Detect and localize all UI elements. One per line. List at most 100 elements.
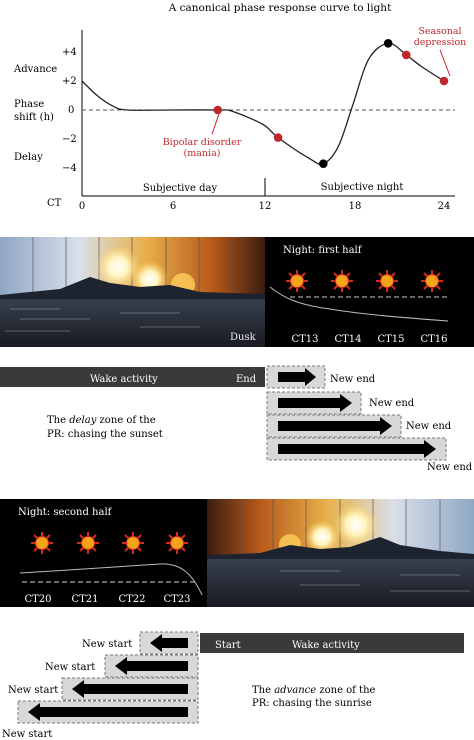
arrow-left-icon bbox=[72, 680, 188, 698]
arrow-right-icon bbox=[278, 394, 352, 412]
delay-caption-line1: The delay zone of the bbox=[47, 415, 156, 426]
arrow-right-icon bbox=[278, 440, 436, 458]
night-first-half-label: Night: first half bbox=[283, 245, 363, 256]
mountains bbox=[0, 277, 265, 299]
new-end-label-4: New end bbox=[427, 462, 473, 473]
label-delay: Delay bbox=[14, 152, 43, 163]
wake-activity-bar bbox=[200, 633, 464, 653]
wake-activity-label: Wake activity bbox=[90, 374, 158, 385]
new-start-label-2: New start bbox=[45, 662, 95, 673]
subjective-night-label: Subjective night bbox=[321, 182, 404, 193]
start-label: Start bbox=[215, 640, 241, 651]
arrow-left-icon bbox=[115, 657, 188, 675]
prc-point-1 bbox=[213, 105, 223, 115]
x-tick-labels: 0 6 12 18 24 bbox=[79, 201, 451, 212]
x-tick-12: 12 bbox=[259, 201, 272, 212]
y-tick-zero: 0 bbox=[68, 105, 74, 116]
light-pulse-icon bbox=[77, 532, 99, 554]
arrow-right-icon bbox=[278, 368, 316, 386]
x-tick-18: 18 bbox=[349, 201, 362, 212]
arrow-left-icon bbox=[28, 703, 188, 721]
x-tick-24: 24 bbox=[438, 201, 451, 212]
prc-point-5 bbox=[401, 50, 411, 60]
sunrise-panel: Night: second half CT20 CT21 CT22 CT23 bbox=[0, 499, 474, 607]
night-second-half-label: Night: second half bbox=[18, 507, 113, 518]
bipolar-pointer bbox=[211, 113, 220, 135]
light-pulse-icon bbox=[122, 532, 144, 554]
light-pulse-icon bbox=[166, 532, 188, 554]
light-pulse-icon bbox=[421, 270, 443, 292]
delay-arrows bbox=[266, 365, 447, 461]
sun-glow-2 bbox=[305, 520, 339, 554]
seasonal-pointer bbox=[439, 49, 451, 77]
prc-curve-mini bbox=[19, 563, 203, 596]
light-pulses-second bbox=[31, 532, 188, 554]
water-reflections bbox=[5, 308, 200, 332]
ct14-label: CT14 bbox=[334, 334, 361, 345]
sun-glow-1 bbox=[334, 503, 378, 547]
ct22-label: CT22 bbox=[118, 594, 145, 605]
advance-step-1 bbox=[139, 631, 199, 655]
light-pulse-icon bbox=[331, 270, 353, 292]
label-shift: shift (h) bbox=[14, 112, 54, 123]
end-label: End bbox=[236, 374, 257, 385]
sun-glow-1 bbox=[96, 245, 140, 289]
seasonal-label-line1: Seasonal bbox=[418, 26, 461, 37]
advance-step-3 bbox=[61, 677, 199, 701]
new-start-label-4: New start bbox=[2, 729, 52, 740]
light-pulse-icon bbox=[376, 270, 398, 292]
ct16-label: CT16 bbox=[420, 334, 447, 345]
y-tick-minus2: −2 bbox=[62, 134, 77, 145]
x-tick-6: 6 bbox=[170, 201, 176, 212]
y-tick-minus4: −4 bbox=[62, 163, 77, 174]
prc-curve bbox=[81, 42, 445, 165]
delay-zone: Wake activity End New end New end New en… bbox=[0, 365, 473, 473]
new-end-label-2: New end bbox=[369, 398, 415, 409]
new-end-label-3: New end bbox=[406, 421, 452, 432]
ct13-label: CT13 bbox=[291, 334, 318, 345]
dusk-label: Dusk bbox=[230, 332, 257, 343]
bipolar-label-line2: (mania) bbox=[184, 148, 221, 159]
label-advance: Advance bbox=[13, 64, 57, 75]
delay-step-4 bbox=[266, 437, 447, 461]
ct15-label: CT15 bbox=[377, 334, 404, 345]
prc-point-2 bbox=[273, 133, 283, 142]
y-tick-labels: +4 +2 0 −2 −4 bbox=[62, 47, 77, 174]
new-end-label-1: New end bbox=[330, 374, 376, 385]
wake-activity-bar bbox=[0, 367, 265, 387]
arrow-left-icon bbox=[150, 634, 188, 652]
ct21-label: CT21 bbox=[71, 594, 98, 605]
y-tick-plus4: +4 bbox=[62, 47, 77, 58]
delay-step-3 bbox=[266, 414, 402, 438]
water bbox=[0, 299, 265, 347]
night-second-half-box bbox=[0, 499, 207, 607]
advance-arrows bbox=[17, 631, 199, 724]
label-ct: CT bbox=[47, 198, 62, 209]
advance-caption-line1: The advance zone of the bbox=[252, 685, 376, 696]
prc-point-6 bbox=[439, 76, 449, 86]
prc-point-4 bbox=[383, 39, 393, 48]
prc-point-3 bbox=[319, 159, 328, 168]
arrow-right-icon bbox=[278, 417, 392, 435]
light-pulses-first bbox=[286, 270, 443, 292]
ct23-label: CT23 bbox=[163, 594, 190, 605]
new-start-label-1: New start bbox=[82, 639, 132, 650]
light-pulse-icon bbox=[286, 270, 308, 292]
prc-chart: A canonical phase response curve to ligh… bbox=[13, 2, 467, 212]
label-phase: Phase bbox=[14, 99, 44, 110]
chart-title: A canonical phase response curve to ligh… bbox=[168, 2, 392, 14]
prc-curve-mini bbox=[269, 286, 449, 322]
water-reflections bbox=[280, 570, 470, 592]
x-tick-0: 0 bbox=[79, 201, 85, 212]
new-start-label-3: New start bbox=[8, 685, 58, 696]
advance-zone: Start Wake activity New start New start … bbox=[2, 631, 464, 740]
delay-caption-line2: PR: chasing the sunset bbox=[47, 429, 163, 440]
y-tick-plus2: +2 bbox=[62, 76, 77, 87]
delay-step-2 bbox=[266, 391, 362, 415]
bipolar-label-line1: Bipolar disorder bbox=[163, 137, 242, 148]
mountains bbox=[207, 537, 474, 559]
subjective-day-label: Subjective day bbox=[143, 183, 218, 194]
wake-activity-label: Wake activity bbox=[292, 640, 360, 651]
ct20-label: CT20 bbox=[24, 594, 51, 605]
seasonal-label-line2: depression bbox=[414, 37, 467, 48]
